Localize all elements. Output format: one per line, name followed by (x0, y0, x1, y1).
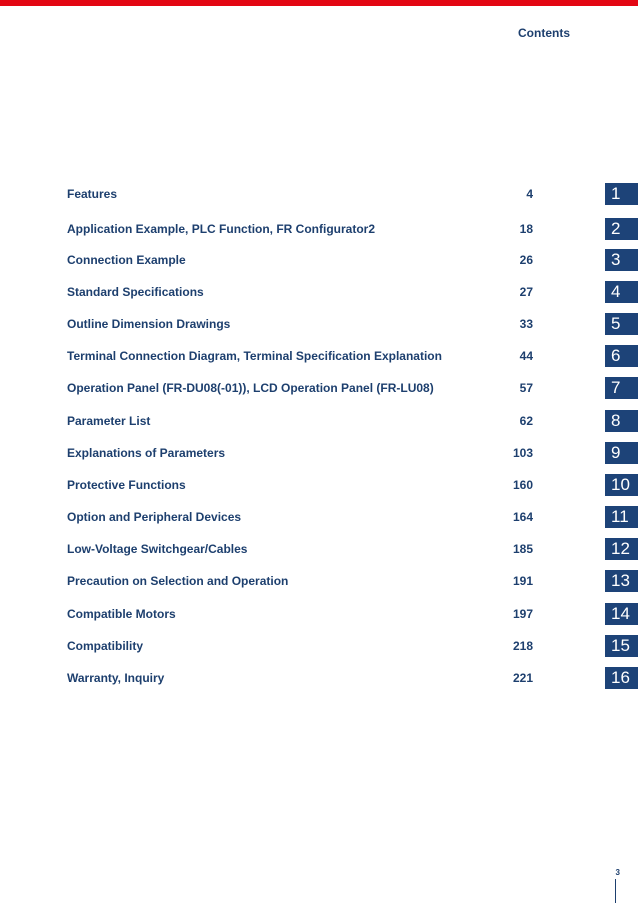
page-number: 3 (615, 868, 620, 877)
toc-entry-title[interactable]: Parameter List (67, 414, 151, 428)
toc-entry-title[interactable]: Standard Specifications (67, 285, 204, 299)
toc-entry-page: 103 (512, 446, 533, 460)
toc-entry[interactable]: Operation Panel (FR-DU08(-01)), LCD Oper… (0, 377, 638, 399)
toc-entry-title[interactable]: Option and Peripheral Devices (67, 510, 242, 524)
toc-entry[interactable]: Compatibility 218 15 (0, 635, 638, 657)
toc-entry-title[interactable]: Compatible Motors (67, 607, 176, 621)
toc-entry-title[interactable]: Outline Dimension Drawings (67, 317, 231, 331)
section-tab[interactable]: 6 (605, 345, 638, 367)
top-accent-bar (0, 0, 638, 6)
toc-entry-page: 57 (519, 381, 533, 395)
toc-entry[interactable]: Standard Specifications 27 4 (0, 281, 638, 303)
toc-entry[interactable]: Compatible Motors 197 14 (0, 603, 638, 625)
toc-entry[interactable]: Features 4 1 (0, 183, 638, 205)
section-tab[interactable]: 3 (605, 249, 638, 271)
toc-entry-title[interactable]: Compatibility (67, 639, 144, 653)
toc-entry-page: 164 (512, 510, 533, 524)
toc-entry-page: 4 (526, 187, 533, 201)
section-tab[interactable]: 15 (605, 635, 638, 657)
section-tab[interactable]: 7 (605, 377, 638, 399)
toc-entry-page: 18 (519, 222, 533, 236)
toc-entry-title[interactable]: Low-Voltage Switchgear/Cables (67, 542, 248, 556)
toc-entry-title[interactable]: Protective Functions (67, 478, 186, 492)
toc-entry-page: 44 (519, 349, 533, 363)
toc-entry[interactable]: Parameter List 62 8 (0, 410, 638, 432)
toc-entry-page: 197 (512, 607, 533, 621)
toc-entry-title[interactable]: Connection Example (67, 253, 186, 267)
toc-entry-page: 26 (519, 253, 533, 267)
section-tab[interactable]: 9 (605, 442, 638, 464)
toc-entry[interactable]: Terminal Connection Diagram, Terminal Sp… (0, 345, 638, 367)
section-tab[interactable]: 16 (605, 667, 638, 689)
section-tab[interactable]: 14 (605, 603, 638, 625)
section-tab[interactable]: 13 (605, 570, 638, 592)
section-tab[interactable]: 1 (605, 183, 638, 205)
toc-entry-page: 191 (512, 574, 533, 588)
toc-entry-title[interactable]: Features (67, 187, 118, 201)
section-tab[interactable]: 2 (605, 218, 638, 240)
toc-entry[interactable]: Explanations of Parameters 103 9 (0, 442, 638, 464)
toc-entry[interactable]: Option and Peripheral Devices 164 11 (0, 506, 638, 528)
toc-entry-title[interactable]: Precaution on Selection and Operation (67, 574, 289, 588)
toc-entry-title[interactable]: Operation Panel (FR-DU08(-01)), LCD Oper… (67, 381, 434, 395)
toc-entry-page: 62 (519, 414, 533, 428)
toc-entry[interactable]: Connection Example 26 3 (0, 249, 638, 271)
toc-entry[interactable]: Outline Dimension Drawings 33 5 (0, 313, 638, 335)
section-tab[interactable]: 11 (605, 506, 638, 528)
toc-entry-title[interactable]: Explanations of Parameters (67, 446, 226, 460)
toc-entry-page: 33 (519, 317, 533, 331)
toc-entry-title[interactable]: Application Example, PLC Function, FR Co… (67, 222, 376, 236)
toc-entry-page: 27 (519, 285, 533, 299)
toc-entry-page: 185 (512, 542, 533, 556)
toc-entry[interactable]: Warranty, Inquiry 221 16 (0, 667, 638, 689)
toc-entry-title[interactable]: Terminal Connection Diagram, Terminal Sp… (67, 349, 442, 363)
page-number-rule (615, 879, 616, 903)
toc-entry-page: 218 (512, 639, 533, 653)
section-tab[interactable]: 12 (605, 538, 638, 560)
toc-entry[interactable]: Precaution on Selection and Operation 19… (0, 570, 638, 592)
toc-entry[interactable]: Application Example, PLC Function, FR Co… (0, 218, 638, 240)
section-tab[interactable]: 4 (605, 281, 638, 303)
toc-entry-page: 221 (512, 671, 533, 685)
toc-entry[interactable]: Low-Voltage Switchgear/Cables 185 12 (0, 538, 638, 560)
page-header-title: Contents (518, 26, 570, 40)
toc-entry-title[interactable]: Warranty, Inquiry (67, 671, 165, 685)
section-tab[interactable]: 8 (605, 410, 638, 432)
toc-entry[interactable]: Protective Functions 160 10 (0, 474, 638, 496)
section-tab[interactable]: 10 (605, 474, 638, 496)
toc-entry-page: 160 (512, 478, 533, 492)
section-tab[interactable]: 5 (605, 313, 638, 335)
